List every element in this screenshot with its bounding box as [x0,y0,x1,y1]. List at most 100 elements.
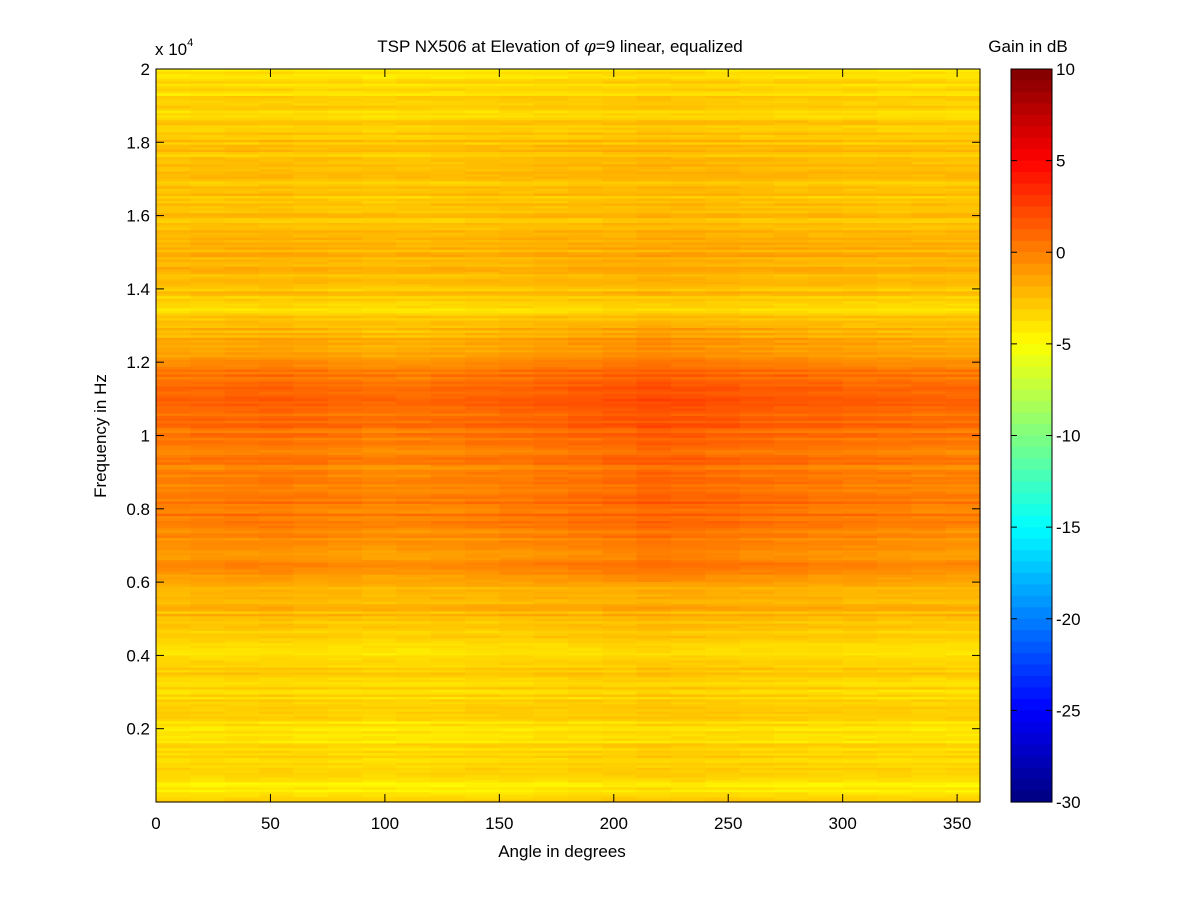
heatmap-cell [430,452,466,456]
heatmap-cell [499,81,535,85]
heatmap-cell [911,134,947,139]
heatmap-cell [327,242,363,246]
heatmap-cell [259,174,294,178]
heatmap-cell [190,494,226,498]
heatmap-cell [808,178,844,182]
heatmap-cell [602,528,638,532]
heatmap-cell [533,521,569,525]
heatmap-cell [190,276,226,280]
heatmap-cell [224,437,260,441]
heatmap-cell [533,430,569,434]
heatmap-cell [259,276,294,280]
heatmap-cell [533,240,569,244]
heatmap-cell [190,516,226,520]
heatmap-cell [224,188,260,192]
heatmap-cell [293,547,329,551]
heatmap-cell [465,174,500,178]
heatmap-cell [362,459,397,463]
heatmap-cell [808,552,844,556]
heatmap-cell [808,511,844,515]
heatmap-cell [842,240,878,244]
heatmap-cell [190,108,226,112]
heatmap-cell [671,169,706,173]
heatmap-cell [808,386,844,390]
heatmap-cell [739,369,775,373]
heatmap-cell [808,193,844,197]
heatmap-cell [430,222,466,226]
heatmap-cell [327,552,363,556]
heatmap-cell [362,247,397,251]
heatmap-cell [636,435,672,439]
heatmap-cell [774,393,809,397]
heatmap-cell [293,122,329,126]
heatmap-cell [327,318,363,322]
heatmap-cell [911,69,947,73]
heatmap-cell [636,271,672,275]
heatmap-cell [945,523,981,527]
heatmap-cell [636,108,672,112]
heatmap-cell [911,130,947,134]
heatmap-cell [774,230,809,234]
heatmap-cell [259,357,294,361]
heatmap-cell [842,393,878,397]
heatmap-cell [877,208,912,212]
heatmap-cell [499,357,535,361]
heatmap-cell [568,174,603,178]
heatmap-cell [877,562,912,566]
heatmap-cell [533,486,569,490]
heatmap-cell [774,220,809,224]
heatmap-cell [396,120,432,124]
heatmap-cell [877,474,912,478]
heatmap-cell [945,108,981,112]
heatmap-cell [568,337,603,341]
heatmap-cell [327,257,363,261]
heatmap-cell [911,513,947,517]
heatmap-cell [362,115,397,119]
heatmap-cell [430,130,466,134]
heatmap-cell [156,335,191,339]
heatmap-cell [911,423,947,427]
heatmap-cell [499,425,535,429]
heatmap-cell [602,230,638,234]
heatmap-cell [499,218,535,222]
heatmap-cell [362,252,397,256]
heatmap-cell [156,345,191,349]
heatmap-cell [465,411,500,415]
heatmap-cell [877,335,912,339]
heatmap-cell [911,73,947,77]
heatmap-cell [808,525,844,529]
heatmap-cell [190,374,226,378]
heatmap-cell [842,205,878,209]
heatmap-cell [224,78,260,82]
heatmap-cell [327,547,363,551]
heatmap-cell [945,186,981,190]
heatmap-cell [602,479,638,483]
heatmap-cell [533,499,569,503]
heatmap-cell [430,381,466,385]
heatmap-cell [774,501,809,505]
heatmap-cell [739,232,775,236]
heatmap-cell [156,506,191,510]
heatmap-cell [430,323,466,327]
heatmap-cell [636,374,672,378]
heatmap-cell [499,503,535,507]
heatmap-cell [877,477,912,481]
heatmap-cell [396,491,432,495]
heatmap-cell [774,396,809,400]
heatmap-cell [671,369,706,373]
heatmap-cell [430,254,466,258]
heatmap-cell [945,391,981,395]
heatmap-cell [636,477,672,481]
heatmap-cell [430,298,466,302]
heatmap-cell [465,433,500,437]
heatmap-cell [945,503,981,507]
heatmap-cell [568,562,603,566]
heatmap-cell [808,484,844,488]
heatmap-cell [671,76,706,80]
heatmap-cell [533,464,569,468]
heatmap-cell [293,452,329,456]
heatmap-cell [533,506,569,510]
heatmap-cell [156,313,191,317]
heatmap-cell [842,76,878,80]
heatmap-cell [602,481,638,485]
